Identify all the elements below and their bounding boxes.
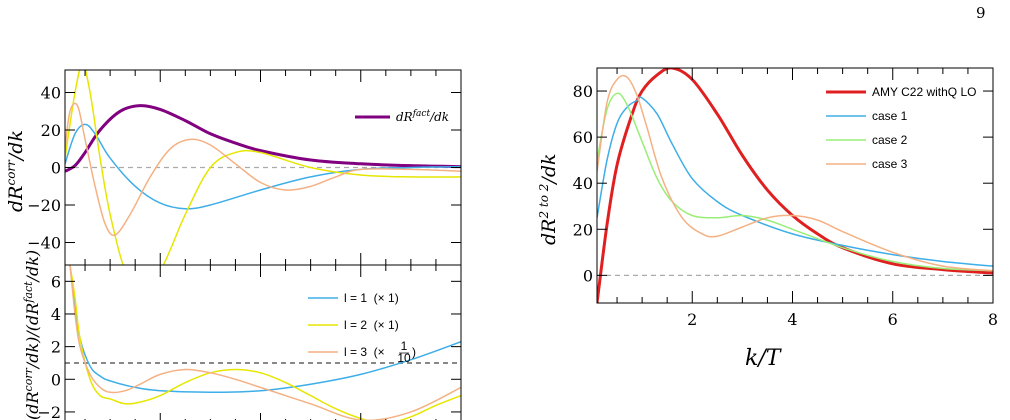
right-curves <box>597 68 993 303</box>
bottom-left-ylabel: (dRcorr/dk)/(dRfact/dk) <box>22 250 43 420</box>
top-left-curves <box>65 70 461 265</box>
y-tick-label: 0 <box>51 159 61 178</box>
x-tick-label: 4 <box>787 310 797 329</box>
series-line-right-3 <box>597 74 993 272</box>
legend-fraction-den-l3: 10 <box>397 351 411 365</box>
right-xlabel: k/T <box>745 346 783 371</box>
x-tick-label: 8 <box>988 310 998 329</box>
x-tick-label: 6 <box>888 310 898 329</box>
y-tick-label: 40 <box>573 174 593 193</box>
legend-label-amy: AMY C22 withQ LO <box>872 85 976 99</box>
series-line-top-left-0 <box>65 104 461 173</box>
bottom-left-legend: l = 1 (× 1) l = 2 (× 1) l = 3 (× 1 10 ) <box>308 291 416 365</box>
legend-label-case1: case 1 <box>872 109 908 123</box>
y-tick-label: 6 <box>51 272 61 291</box>
y-tick-label: 0 <box>51 370 61 389</box>
legend-label-fact: dRfact/dk <box>396 109 449 124</box>
legend-fraction-l3: 1 <box>401 339 408 353</box>
right-frame <box>596 67 994 304</box>
top-left-ticks: 40 20 0 −20 −40 <box>27 70 462 265</box>
y-tick-label: 40 <box>41 84 61 103</box>
right-plot: 80 60 40 20 0 2 4 6 8 AMY C22 withQ LO case 1 ca… <box>537 67 998 371</box>
right-legend: AMY C22 withQ LO case 1 case 2 case 3 <box>826 85 976 171</box>
legend-label-l3: l = 3 (× <box>344 345 385 359</box>
bottom-left-frame <box>64 264 462 420</box>
bottom-left-plot: 6 4 2 0 −2 l = 1 (× 1) l = 2 (× 1) l = 3 (× … <box>22 250 462 420</box>
series-line-bottom-left-2 <box>69 265 461 420</box>
legend-label-l2: l = 2 (× 1) <box>344 318 399 332</box>
y-tick-label: 4 <box>51 305 61 324</box>
top-left-legend: dRfact/dk <box>355 109 449 124</box>
legend-paren-l3: ) <box>412 345 416 359</box>
y-tick-label: 20 <box>573 220 593 239</box>
series-line-top-left-3 <box>65 102 461 237</box>
bottom-left-curves <box>65 265 461 420</box>
top-left-plot: 40 20 0 −20 −40 dRfact/dk dRcorr/dk <box>4 69 462 266</box>
series-line-right-2 <box>597 92 993 272</box>
series-line-right-1 <box>597 96 993 267</box>
y-tick-label: −2 <box>37 403 61 420</box>
y-tick-label: 0 <box>583 266 593 285</box>
right-ticks: 80 60 40 20 0 2 4 6 8 <box>573 68 998 329</box>
x-tick-label: 2 <box>687 310 697 329</box>
y-tick-label: 80 <box>573 82 593 101</box>
page-number: 9 <box>976 4 986 22</box>
top-left-ylabel: dRcorr/dk <box>4 130 27 212</box>
series-line-top-left-2 <box>65 70 461 265</box>
y-tick-label: 20 <box>41 121 61 140</box>
legend-label-l1: l = 1 (× 1) <box>344 291 399 305</box>
y-tick-label: 60 <box>573 128 593 147</box>
series-line-bottom-left-0 <box>69 265 461 394</box>
bottom-left-ticks: 6 4 2 0 −2 <box>37 265 462 420</box>
legend-label-case3: case 3 <box>872 157 908 171</box>
right-ylabel: dR2 to 2/dk <box>537 154 560 246</box>
y-tick-label: −40 <box>27 234 61 253</box>
y-tick-label: 2 <box>51 338 61 357</box>
y-tick-label: −20 <box>27 196 61 215</box>
legend-label-case2: case 2 <box>872 133 908 147</box>
